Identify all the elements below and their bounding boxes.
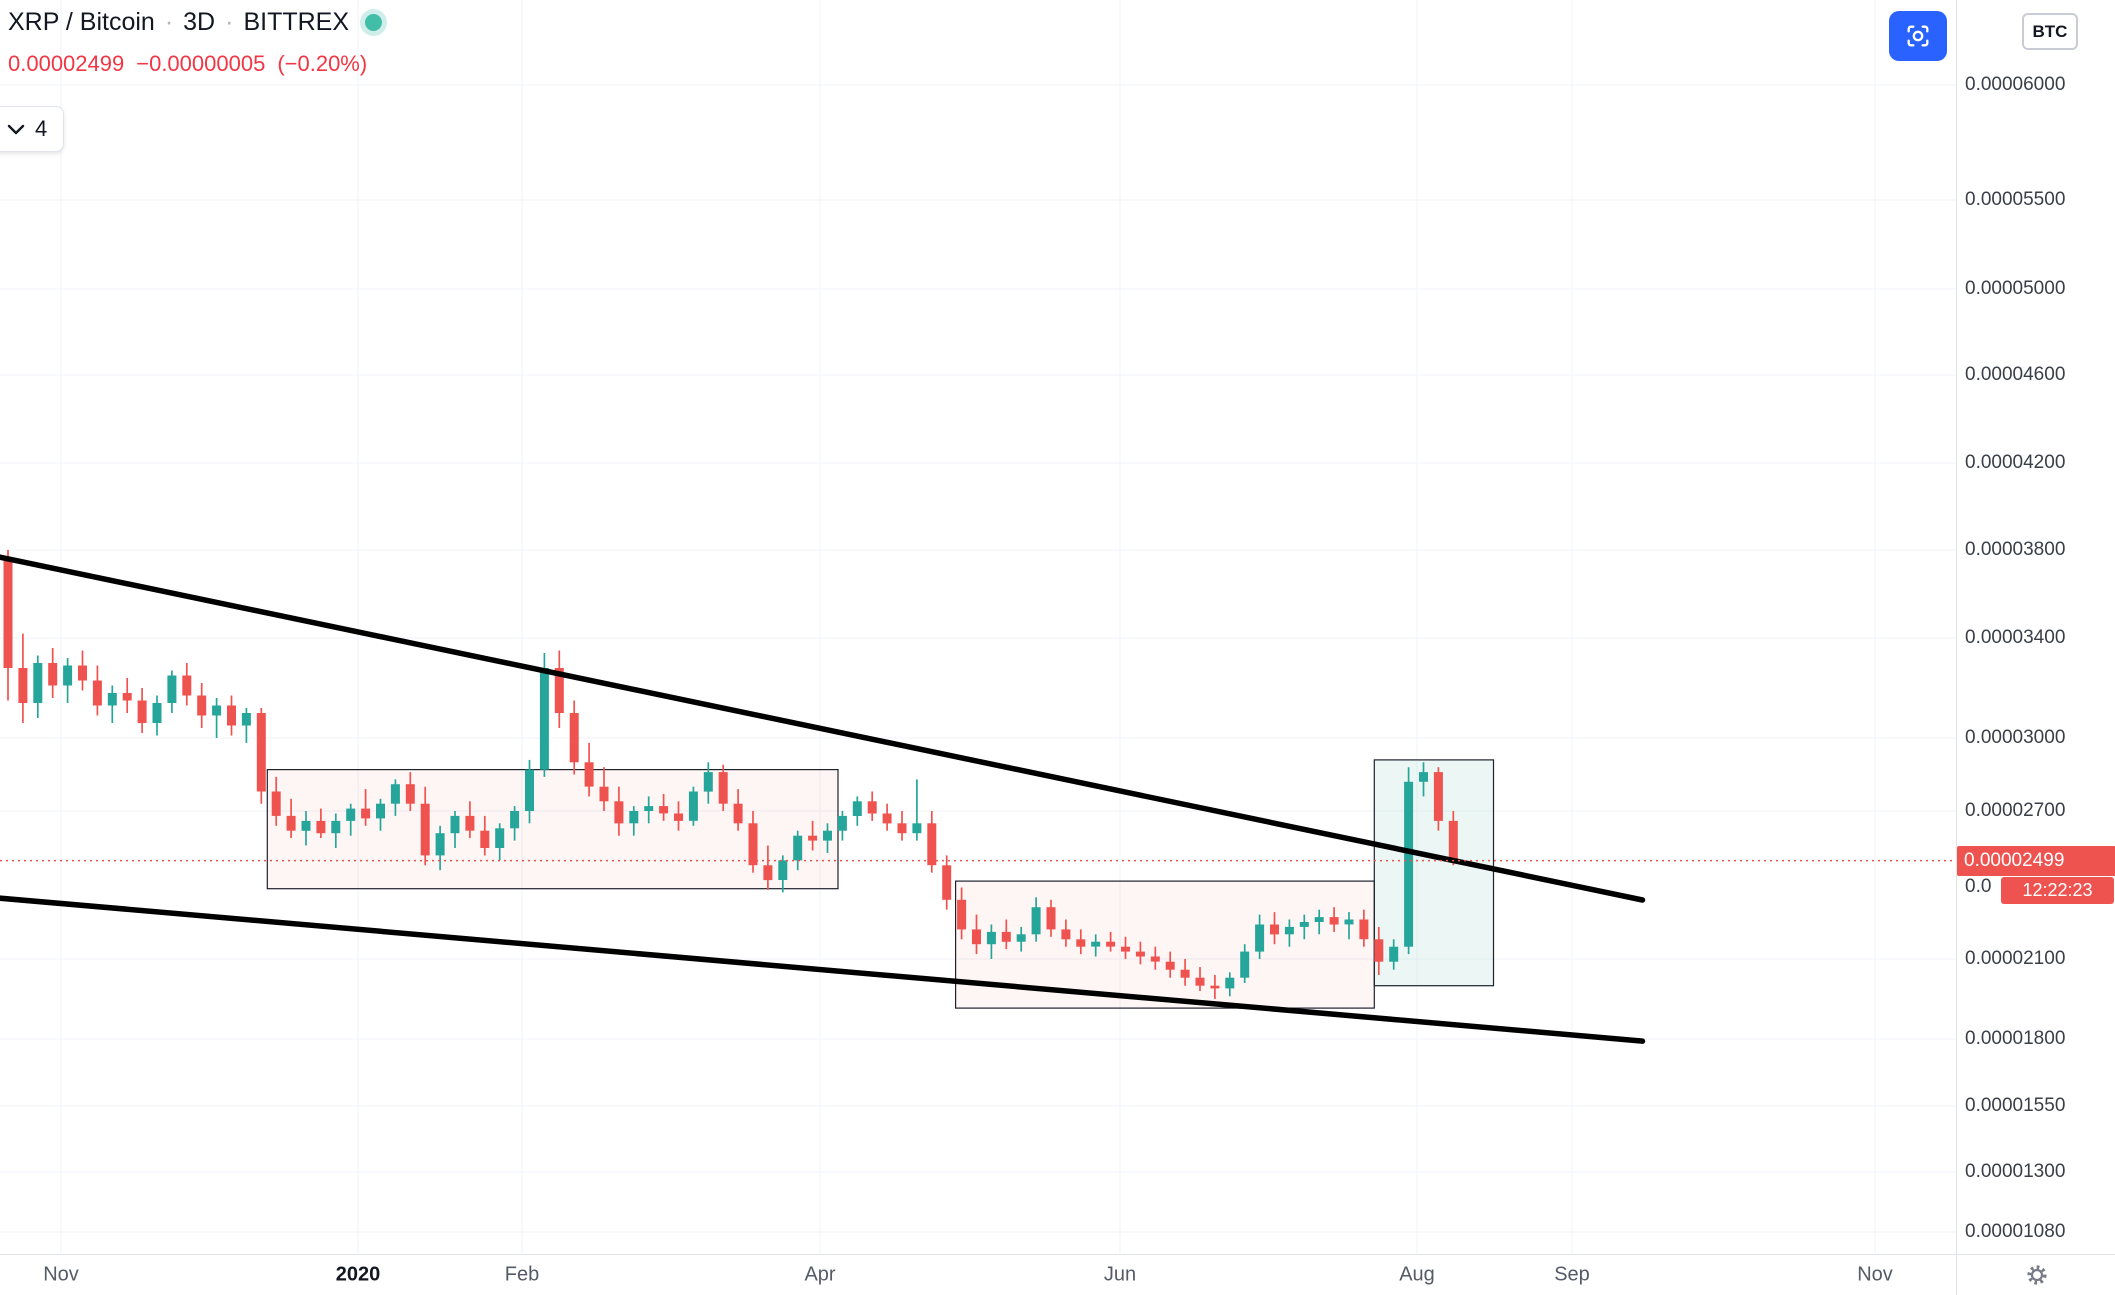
time-axis-label: Nov bbox=[43, 1263, 79, 1286]
last-price-badge: 0.00002499 bbox=[1957, 845, 2115, 876]
time-axis[interactable]: Nov 2020 Feb Apr Jun Aug Sep Nov bbox=[0, 1254, 2115, 1295]
indicators-count: 4 bbox=[35, 116, 48, 141]
time-axis-label: Aug bbox=[1399, 1263, 1435, 1286]
indicators-collapse-button[interactable]: 4 bbox=[0, 106, 65, 152]
price-tick-label: 0.00003800 bbox=[1965, 539, 2066, 560]
time-axis-label: Jun bbox=[1103, 1263, 1137, 1286]
separator-dot: · bbox=[164, 8, 174, 36]
symbol-name[interactable]: XRP / Bitcoin bbox=[8, 8, 155, 36]
price-tick-label: 0.00004200 bbox=[1965, 452, 2066, 473]
time-axis-label: Sep bbox=[1554, 1263, 1590, 1286]
grid-layer bbox=[0, 0, 1956, 1254]
axis-settings-corner[interactable] bbox=[1956, 1254, 2115, 1295]
occluded-price-tick: 0.0 bbox=[1965, 875, 1992, 897]
symbol-title-row[interactable]: XRP / Bitcoin · 3D · BITTREX bbox=[8, 8, 383, 37]
camera-icon bbox=[1907, 25, 1929, 47]
chevron-down-icon bbox=[7, 124, 25, 134]
screenshot-button[interactable] bbox=[1889, 11, 1947, 61]
candlestick-chart[interactable]: XRP / Bitcoin · 3D · BITTREX 0.00002499 … bbox=[0, 0, 1956, 1254]
gear-icon bbox=[2026, 1265, 2047, 1285]
price-tick-label: 0.00001550 bbox=[1965, 1095, 2066, 1116]
price-tick-label: 0.00004600 bbox=[1965, 364, 2066, 385]
price-tick-label: 0.00003400 bbox=[1965, 627, 2066, 648]
price-tick-label: 0.00001080 bbox=[1965, 1221, 2066, 1242]
bar-countdown-badge: 12:22:23 bbox=[2001, 876, 2114, 904]
price-tick-label: 0.00003000 bbox=[1965, 727, 2066, 748]
price-tick-label: 0.00006000 bbox=[1965, 74, 2066, 95]
price-tick-label: 0.00002100 bbox=[1965, 948, 2066, 969]
last-price: 0.00002499 bbox=[8, 51, 125, 76]
price-change: −0.00000005 bbox=[136, 51, 266, 76]
price-change-percent: (−0.20%) bbox=[277, 51, 368, 76]
trendlines-layer[interactable] bbox=[0, 554, 1646, 1044]
chart-legend: XRP / Bitcoin · 3D · BITTREX 0.00002499 … bbox=[8, 8, 383, 77]
time-axis-label: 2020 bbox=[335, 1263, 381, 1286]
price-tick-label: 0.00005000 bbox=[1965, 278, 2066, 299]
market-status-icon[interactable] bbox=[365, 14, 383, 31]
price-tick-label: 0.00001300 bbox=[1965, 1161, 2066, 1182]
price-tick-label: 0.00001800 bbox=[1965, 1028, 2066, 1049]
drawing-boxes-layer[interactable] bbox=[266, 759, 1495, 1009]
currency-toggle-button[interactable]: BTC bbox=[2022, 13, 2078, 50]
time-axis-label: Nov bbox=[1857, 1263, 1893, 1286]
time-axis-label: Feb bbox=[504, 1263, 540, 1286]
separator-dot: · bbox=[225, 8, 234, 36]
time-axis-label: Apr bbox=[804, 1263, 836, 1286]
exchange-label[interactable]: BITTREX bbox=[243, 8, 350, 36]
candles-layer bbox=[3, 550, 1458, 999]
price-tick-label: 0.00002700 bbox=[1965, 800, 2066, 821]
price-axis[interactable]: 0.0 0.00002499 12:22:23 0.00006000 0.0000… bbox=[1956, 0, 2115, 1254]
price-change-row: 0.00002499 −0.00000005 (−0.20%) bbox=[8, 51, 382, 77]
consolidation-box-1 bbox=[266, 768, 839, 890]
lower-trendline bbox=[0, 895, 1646, 1044]
chart-canvas[interactable] bbox=[0, 0, 1956, 1254]
interval-label[interactable]: 3D bbox=[183, 8, 216, 36]
upper-trendline bbox=[0, 554, 1646, 903]
price-tick-label: 0.00005500 bbox=[1965, 189, 2066, 210]
